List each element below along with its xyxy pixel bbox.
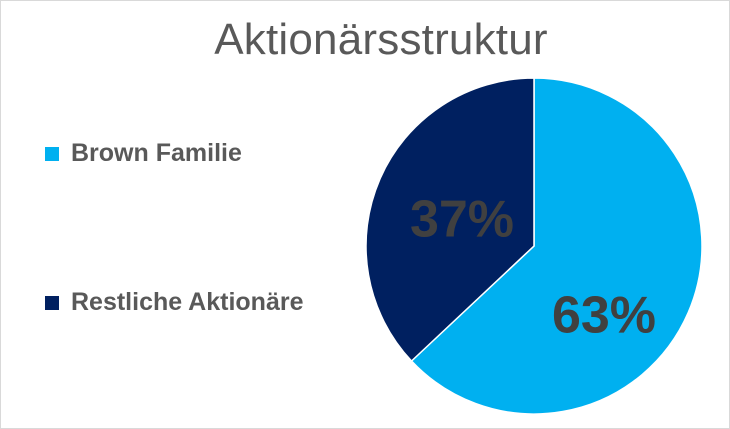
legend-label-restliche-aktionaere: Restliche Aktionäre (71, 288, 304, 316)
legend-item-restliche-aktionaere: Restliche Aktionäre (45, 288, 303, 317)
chart-title: Aktionärsstruktur (214, 15, 548, 64)
legend-item-brown-familie: Brown Familie (45, 139, 242, 168)
pie-slice-1 (365, 77, 535, 363)
legend-swatch-brown-familie (45, 146, 59, 161)
pie-slice-label-0: 63% (552, 287, 656, 345)
pie-slice-label-1: 37% (410, 191, 514, 249)
pie-slice-0 (410, 77, 703, 415)
legend-label-brown-familie: Brown Familie (71, 139, 242, 167)
legend-swatch-restliche-aktionaere (45, 295, 59, 310)
